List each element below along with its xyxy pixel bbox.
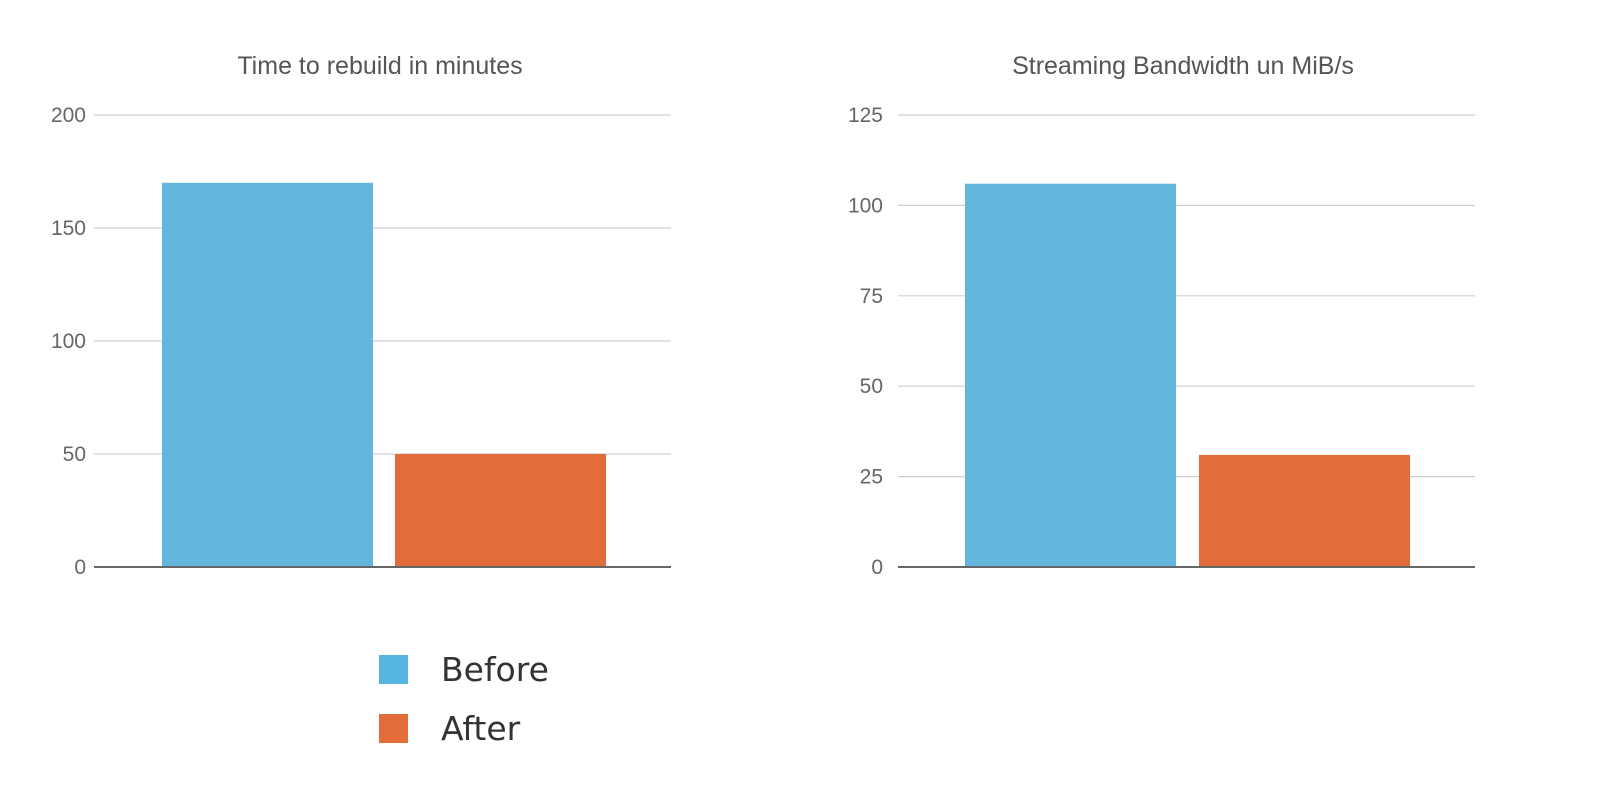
streaming-bandwidth-y-tick-label: 50 <box>860 375 883 398</box>
legend-label-after: After <box>441 709 521 748</box>
rebuild-time-bar-before <box>162 182 373 568</box>
rebuild-time-y-tick-label: 100 <box>51 330 86 353</box>
legend-swatch-after <box>379 714 408 743</box>
rebuild-time-chart-title: Time to rebuild in minutes <box>237 52 522 80</box>
streaming-bandwidth-y-tick-label: 100 <box>848 194 883 217</box>
streaming-bandwidth-y-ticks: 0 25 50 75 100 125 <box>848 104 883 579</box>
streaming-bandwidth-chart-title: Streaming Bandwidth un MiB/s <box>1012 52 1354 80</box>
legend: Before After <box>379 650 549 748</box>
streaming-bandwidth-y-tick-label: 0 <box>871 556 883 579</box>
rebuild-time-y-tick-label: 150 <box>51 217 86 240</box>
streaming-bandwidth-chart: Streaming Bandwidth un MiB/s 0 25 50 75 100 1… <box>848 52 1475 579</box>
rebuild-time-y-ticks: 0 50 100 150 200 <box>51 104 86 579</box>
rebuild-time-y-tick-label: 50 <box>63 443 86 466</box>
streaming-bandwidth-y-tick-label: 25 <box>860 466 883 489</box>
rebuild-time-bars <box>94 182 671 568</box>
streaming-bandwidth-y-tick-label: 125 <box>848 104 883 127</box>
rebuild-time-y-tick-label: 0 <box>74 556 86 579</box>
streaming-bandwidth-bar-before <box>965 183 1176 568</box>
streaming-bandwidth-bars <box>898 183 1475 568</box>
streaming-bandwidth-y-tick-label: 75 <box>860 285 883 308</box>
rebuild-time-chart: Time to rebuild in minutes 0 50 100 150 200 <box>51 52 671 579</box>
streaming-bandwidth-bar-after <box>1199 454 1410 567</box>
legend-label-before: Before <box>441 650 549 689</box>
legend-swatch-before <box>379 655 408 684</box>
rebuild-time-y-tick-label: 200 <box>51 104 86 127</box>
rebuild-time-bar-after <box>395 454 606 567</box>
